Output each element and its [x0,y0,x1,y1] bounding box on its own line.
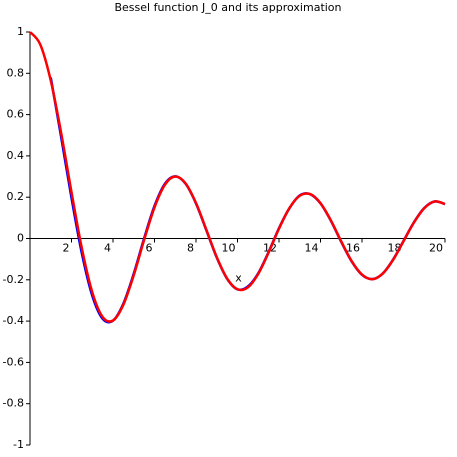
x-tick-label: 4 [104,242,111,255]
y-tick-label: -0.8 [3,397,24,410]
y-tick-label: -0.6 [3,355,24,368]
x-axis-label: x [235,272,242,285]
y-tick-label: -1 [13,438,24,451]
x-tick-label: 16 [346,242,360,255]
y-tick-label: 0 [17,232,24,245]
line-series [49,77,446,324]
y-tick-label: 1 [17,25,24,38]
line-series [29,31,446,323]
y-tick-label: 0.2 [7,190,25,203]
y-tick-label: 0.6 [7,108,25,121]
x-tick-label: 20 [429,242,443,255]
y-tick-label: -0.4 [3,314,24,327]
y-tick-label: -0.2 [3,273,24,286]
y-tick-label: 0.8 [7,66,25,79]
chart-title: Bessel function J_0 and its approximatio… [114,1,341,14]
x-tick-label: 14 [305,242,319,255]
x-tick-label: 2 [63,242,70,255]
x-tick-label: 10 [222,242,236,255]
x-tick-label: 6 [146,242,153,255]
x-tick-label: 8 [187,242,194,255]
y-tick-label: 0.4 [7,149,25,162]
